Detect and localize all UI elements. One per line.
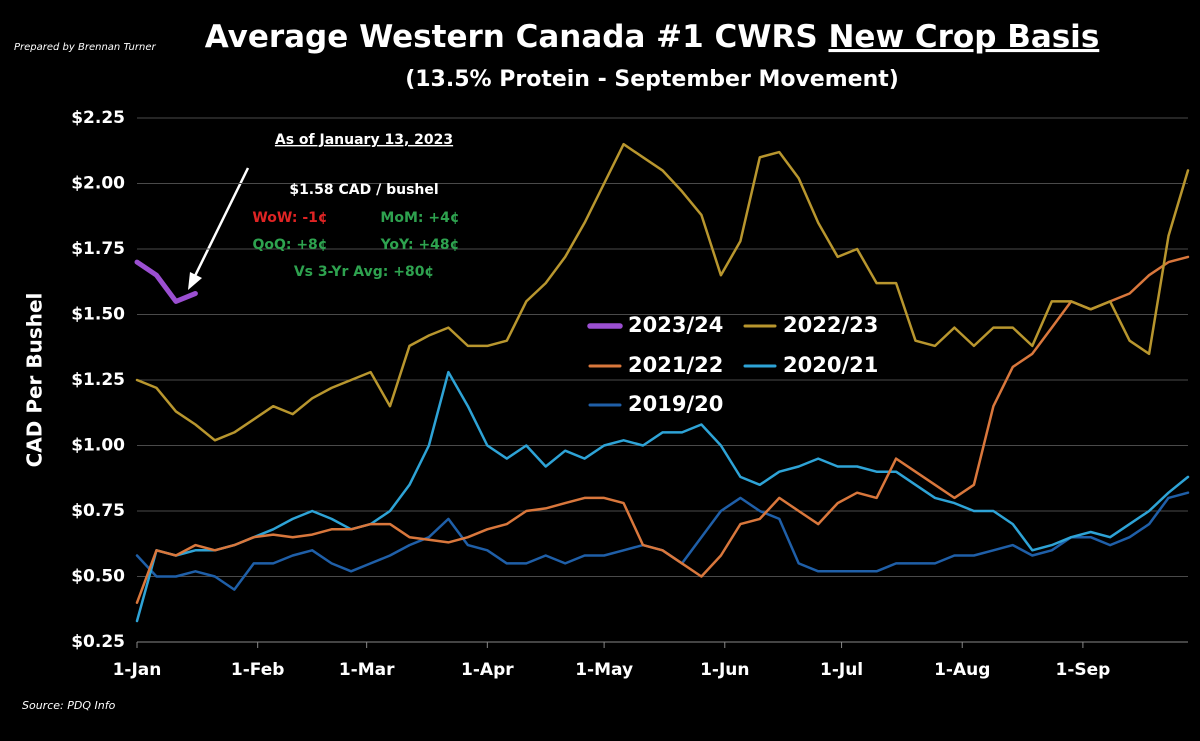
y-axis-label: CAD Per Bushel (23, 293, 47, 468)
x-tick-label: 1-Apr (461, 660, 514, 680)
series-line (135, 370, 1190, 623)
annotation: YoY: +48¢ (380, 237, 460, 253)
y-tick-label: $1.25 (71, 370, 125, 390)
x-tick-label: 1-Jan (113, 660, 162, 680)
x-tick-label: 1-Mar (339, 660, 395, 680)
x-tick-label: 1-May (575, 660, 633, 680)
y-tick-label: $2.25 (71, 108, 125, 128)
legend-label: 2022/23 (783, 313, 878, 337)
legend-label: 2021/22 (628, 353, 723, 377)
x-tick-label: 1-Sep (1055, 660, 1110, 680)
title-main: Average Western Canada #1 CWRS (205, 19, 818, 55)
arrow-shaft (191, 167, 250, 281)
annotation: WoW: -1¢ (252, 210, 327, 226)
series-line (135, 255, 1190, 604)
y-tick-label: $0.75 (71, 501, 125, 521)
y-tick-label: $1.75 (71, 239, 125, 259)
arrow-head (188, 272, 202, 290)
annotation: MoM: +4¢ (380, 210, 459, 226)
x-tick-label: 1-Aug (934, 660, 990, 680)
annotation: Vs 3-Yr Avg: +80¢ (294, 264, 434, 280)
series-line (134, 259, 198, 304)
x-tick-label: 1-Feb (231, 660, 285, 680)
y-tick-label: $1.00 (71, 436, 125, 456)
y-tick-label: $2.00 (71, 174, 125, 194)
y-tick-label: $0.25 (71, 632, 125, 652)
annotation: $1.58 CAD / bushel (289, 182, 438, 198)
legend-label: 2023/24 (628, 313, 723, 337)
legend-label: 2019/20 (628, 392, 723, 416)
legend-label: 2020/21 (783, 353, 878, 377)
x-tick-label: 1-Jun (700, 660, 749, 680)
annotation: QoQ: +8¢ (252, 237, 327, 253)
x-tick-label: 1-Jul (820, 660, 863, 680)
credit: Prepared by Brennan Turner (14, 42, 156, 53)
title-emphasis: New Crop Basis (828, 19, 1099, 55)
source: Source: PDQ Info (22, 699, 116, 712)
annotation: As of January 13, 2023 (275, 132, 453, 148)
y-tick-label: $1.50 (71, 305, 125, 325)
y-tick-label: $0.50 (71, 567, 125, 587)
subtitle: (13.5% Protein - September Movement) (405, 67, 899, 92)
series-line (135, 142, 1190, 442)
chart-title: Average Western Canada #1 CWRS New Crop … (205, 19, 1100, 55)
title-gap (818, 19, 829, 55)
